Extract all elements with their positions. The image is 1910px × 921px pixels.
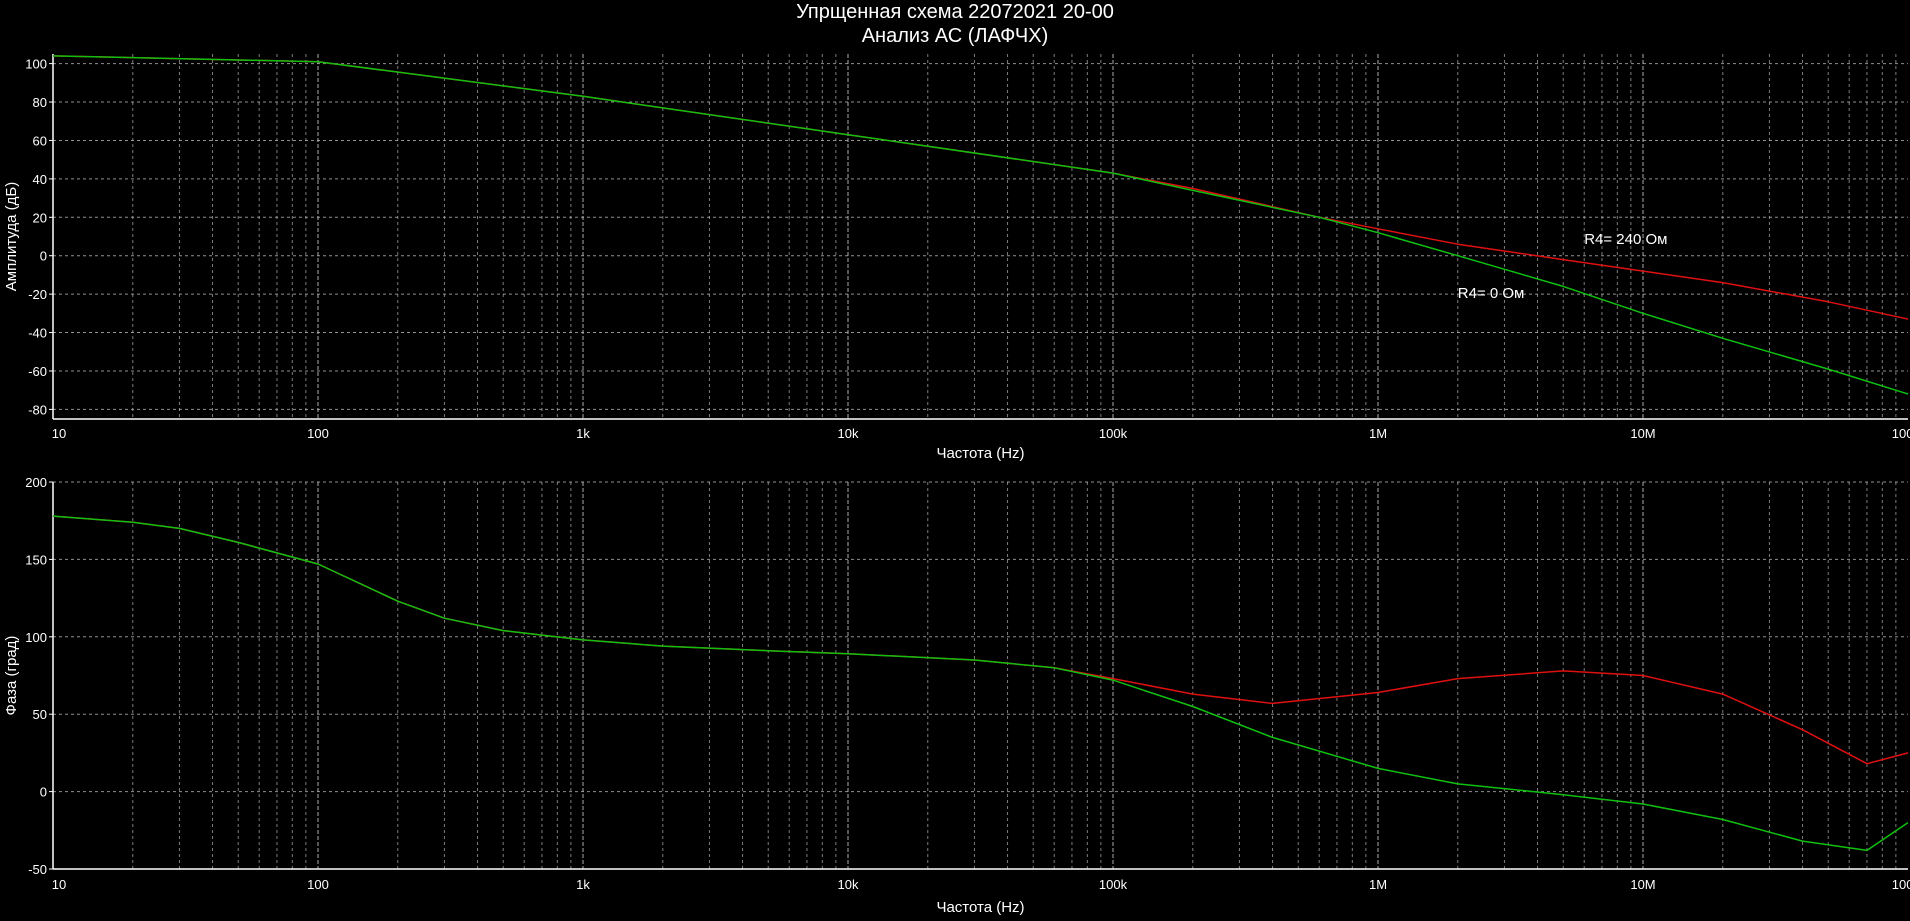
y-tick-label: -50 (28, 862, 47, 877)
x-tick-label: 100k (1099, 877, 1128, 892)
x-tick-label: 100 (307, 426, 329, 441)
x-tick-label: 1M (1369, 877, 1387, 892)
y-tick-label: -60 (28, 364, 47, 379)
y-tick-label: 0 (40, 785, 47, 800)
plot-2: 200 150 100 50 0 -50 10 100 1k 10k 100k 1M 10M 100M Ча… (3, 475, 1910, 916)
y-tick-label: 50 (33, 707, 47, 722)
y-tick-label: 60 (33, 133, 47, 148)
x-tick-label: 10k (838, 877, 859, 892)
y-tick-label: 20 (33, 210, 47, 225)
x-tick-label: 10 (52, 426, 66, 441)
annotation-2: R4= 0 Ом (1458, 285, 1525, 302)
series-line-r240 (52, 515, 1909, 765)
y-tick-label: 100 (25, 57, 47, 72)
y-tick-label: 150 (25, 552, 47, 567)
y-tick-label: 100 (25, 630, 47, 645)
series-line-r0 (52, 515, 1909, 852)
y-tick-label: -20 (28, 287, 47, 302)
x-tick-label: 10M (1630, 426, 1655, 441)
chart-subtitle: Анализ АС (ЛАФЧХ) (861, 25, 1049, 47)
y-tick-label: -40 (28, 326, 47, 341)
x-tick-label: 100 (307, 877, 329, 892)
x-axis-label: Частота (Hz) (936, 899, 1024, 916)
y-axis-label: Фаза (град) (3, 636, 20, 716)
y-tick-label: 0 (40, 249, 47, 264)
x-tick-label: 100k (1099, 426, 1128, 441)
y-tick-label: 40 (33, 172, 47, 187)
x-tick-label: 10 (52, 877, 66, 892)
x-tick-label: 100M (1892, 426, 1910, 441)
x-axis-label: Частота (Hz) (936, 445, 1024, 462)
chart-title: Упрщенная схема 22072021 20-00 (796, 1, 1114, 23)
y-axis-label: Амплитуда (дБ) (3, 182, 20, 291)
series-line-r240 (52, 55, 1909, 320)
y-tick-label: -80 (28, 402, 47, 417)
chart-title-block: Упрщенная схема 22072021 20-00 Анализ АС… (0, 0, 1910, 48)
x-tick-label: 1k (576, 426, 590, 441)
y-tick-label: 80 (33, 95, 47, 110)
annotation-1: R4= 240 Ом (1584, 231, 1667, 248)
x-tick-label: 100M (1892, 877, 1910, 892)
series-line-r0 (52, 55, 1909, 395)
plot-1: 100 80 60 40 20 0 -20 -40 -60 -80 10 100 1k 10k 100k 1M… (3, 54, 1910, 462)
x-tick-label: 1M (1369, 426, 1387, 441)
x-tick-label: 10k (838, 426, 859, 441)
y-tick-label: 200 (25, 475, 47, 490)
x-tick-label: 10M (1630, 877, 1655, 892)
x-tick-label: 1k (576, 877, 590, 892)
